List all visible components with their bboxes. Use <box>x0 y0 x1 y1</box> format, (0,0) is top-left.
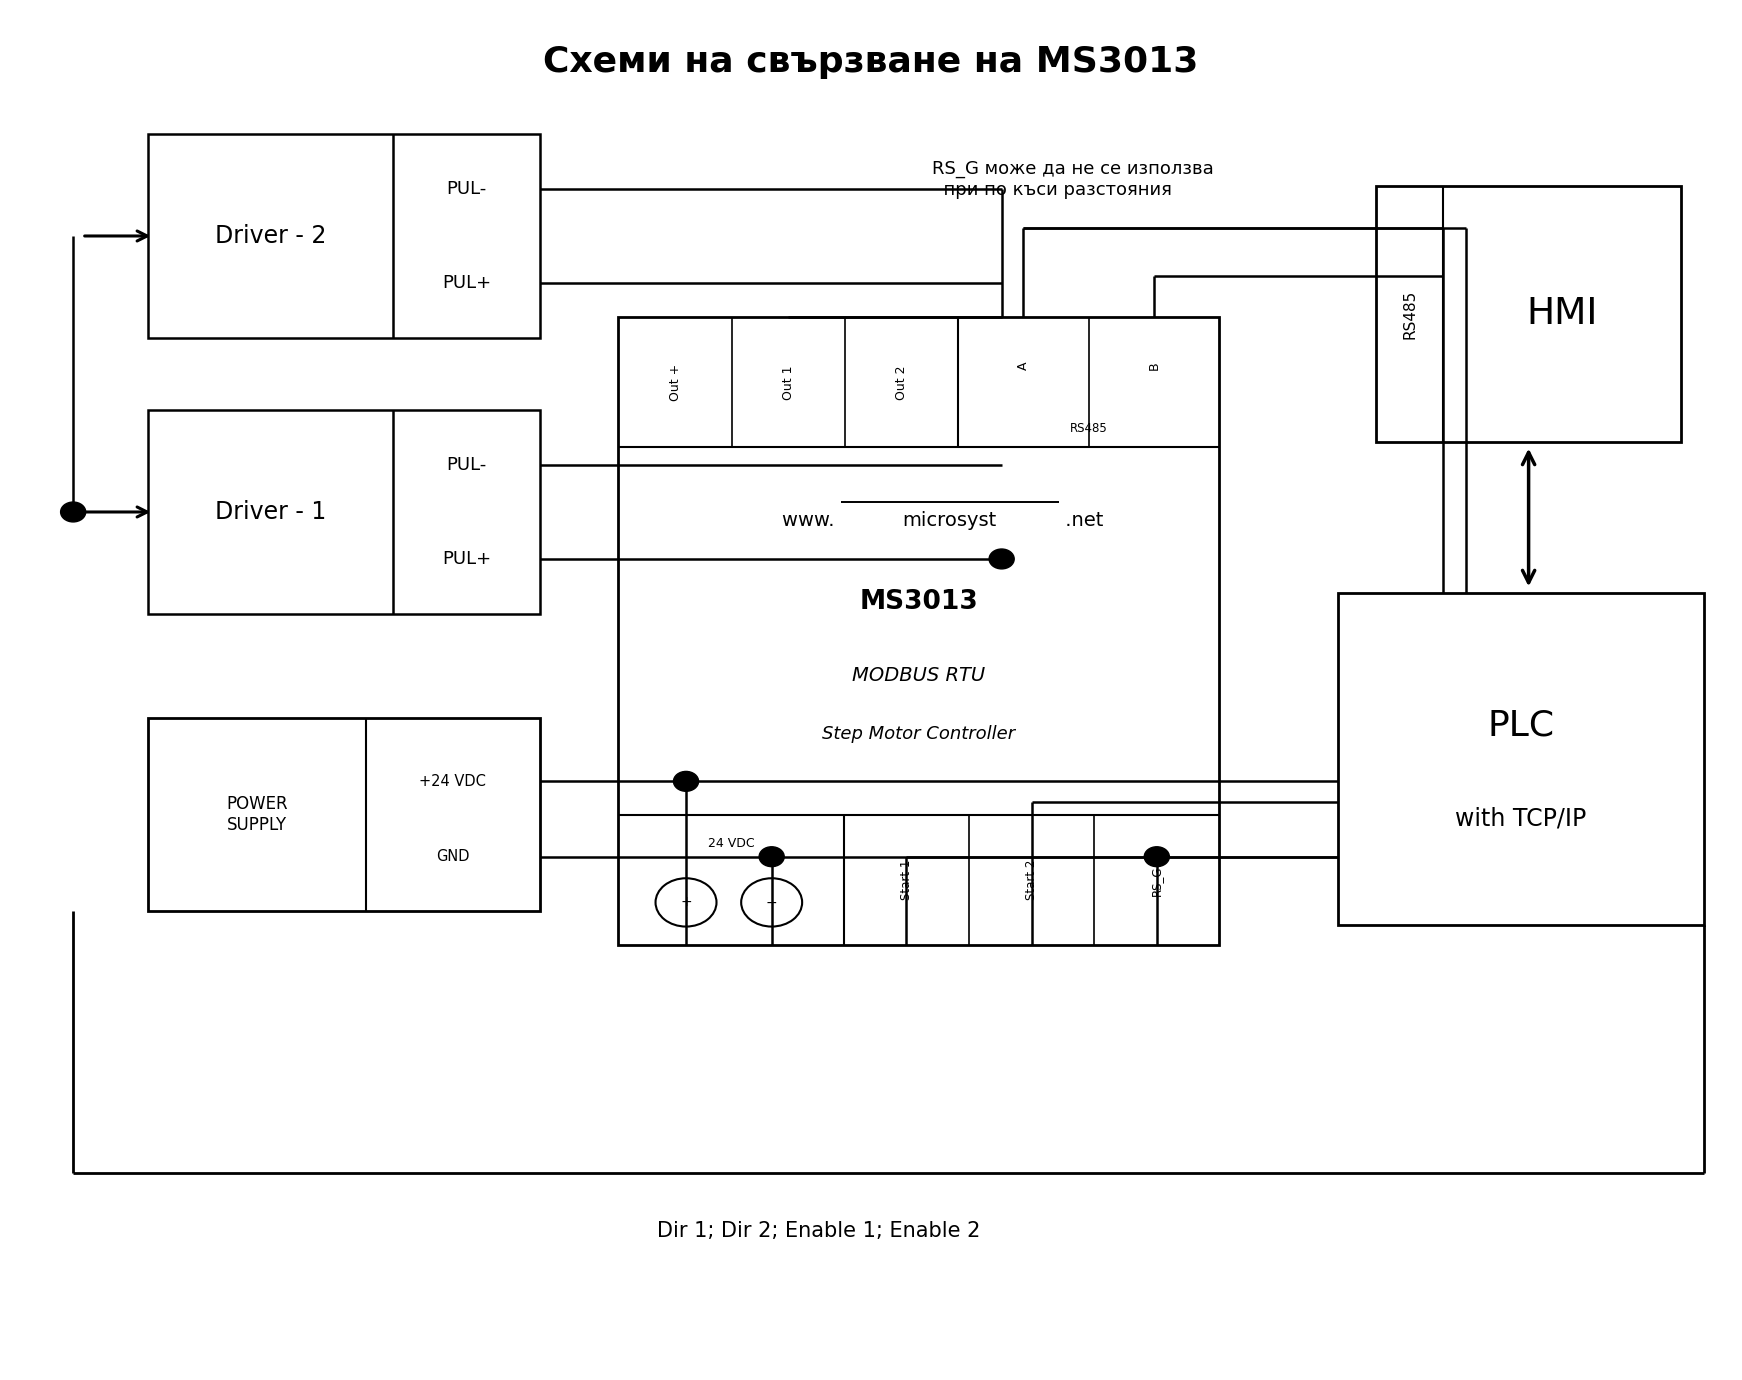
Text: POWER
SUPPLY: POWER SUPPLY <box>226 795 287 834</box>
Text: Start 1: Start 1 <box>901 860 913 901</box>
Text: RS485: RS485 <box>1070 421 1108 435</box>
Circle shape <box>760 847 784 867</box>
Text: HMI: HMI <box>1526 295 1597 333</box>
Text: B: B <box>1148 362 1160 370</box>
Text: Out 1: Out 1 <box>782 366 794 400</box>
Bar <box>618 317 1219 945</box>
Text: PUL+: PUL+ <box>442 275 491 293</box>
Text: +24 VDC: +24 VDC <box>420 774 486 789</box>
Text: Схеми на свързване на MS3013: Схеми на свързване на MS3013 <box>544 46 1198 79</box>
Text: microsyst: microsyst <box>902 512 996 530</box>
Text: MS3013: MS3013 <box>859 589 979 615</box>
Text: GND: GND <box>436 849 470 864</box>
Text: PUL+: PUL+ <box>442 551 491 569</box>
Text: Out 2: Out 2 <box>895 366 908 400</box>
Text: RS_G може да не се използва
  при по къси разстояния: RS_G може да не се използва при по къси … <box>932 160 1214 199</box>
Text: PUL-: PUL- <box>446 179 486 197</box>
Text: Out +: Out + <box>669 364 681 402</box>
Circle shape <box>1144 847 1169 867</box>
Circle shape <box>61 502 85 522</box>
Text: MODBUS RTU: MODBUS RTU <box>852 667 986 684</box>
Text: Driver - 2: Driver - 2 <box>214 224 326 248</box>
Text: RS_G: RS_G <box>1150 865 1164 896</box>
Text: www.: www. <box>782 512 841 530</box>
Text: A: A <box>1017 362 1030 370</box>
Text: Dir 1; Dir 2; Enable 1; Enable 2: Dir 1; Dir 2; Enable 1; Enable 2 <box>657 1221 981 1241</box>
Text: PLC: PLC <box>1488 709 1554 742</box>
Text: 24 VDC: 24 VDC <box>707 838 754 850</box>
Bar <box>1376 186 1681 442</box>
Text: Start 2: Start 2 <box>1024 860 1038 901</box>
Text: Driver - 1: Driver - 1 <box>214 500 326 524</box>
Text: −: − <box>766 896 777 909</box>
Bar <box>148 410 540 614</box>
Text: RS485: RS485 <box>1402 290 1418 338</box>
Text: +: + <box>679 896 692 909</box>
Bar <box>148 718 540 911</box>
Circle shape <box>674 771 699 791</box>
Text: Step Motor Controller: Step Motor Controller <box>822 726 1016 744</box>
Text: with TCP/IP: with TCP/IP <box>1455 807 1587 831</box>
Circle shape <box>989 549 1014 569</box>
Bar <box>1338 593 1704 925</box>
Bar <box>148 134 540 338</box>
Text: PUL-: PUL- <box>446 455 486 473</box>
Text: .net: .net <box>1059 512 1103 530</box>
